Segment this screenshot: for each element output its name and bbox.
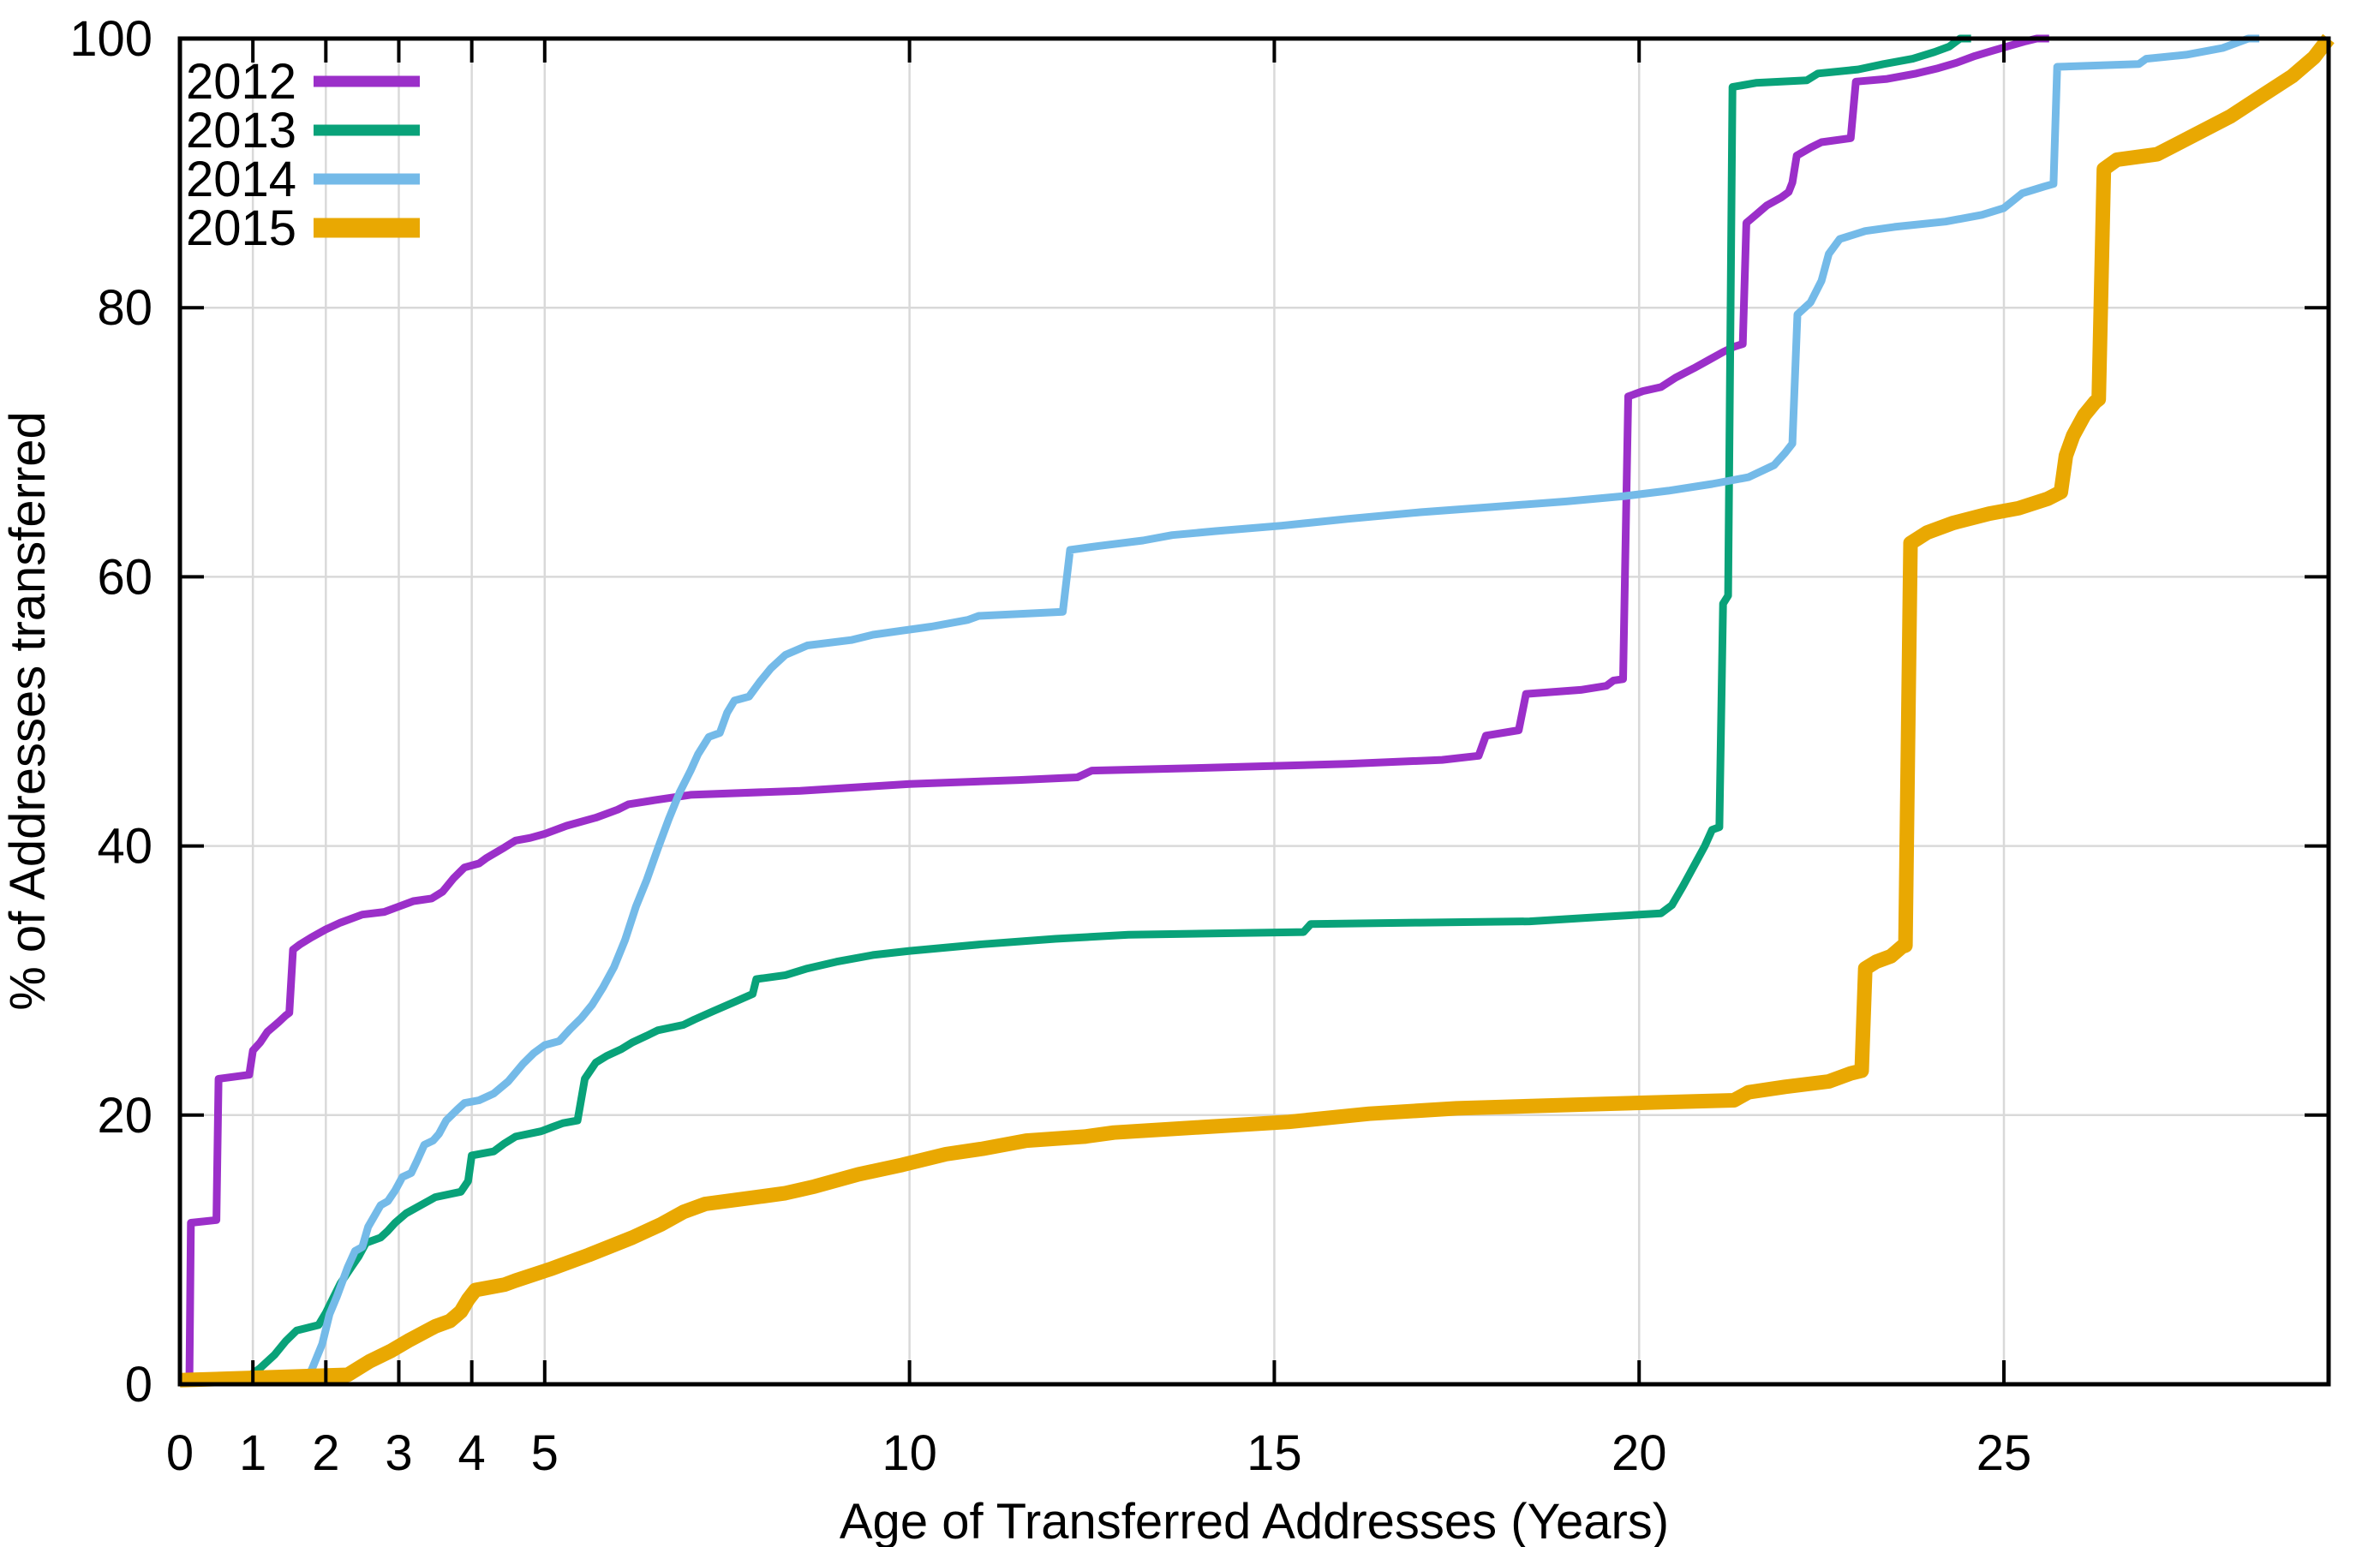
x-tick-label: 20	[1612, 1425, 1667, 1481]
y-tick-label: 100	[69, 11, 152, 67]
y-tick-label: 80	[97, 280, 152, 336]
x-tick-label: 15	[1247, 1425, 1302, 1481]
series-lines	[179, 33, 2335, 1388]
plot-border	[177, 36, 2331, 1387]
x-tick-label: 0	[166, 1425, 194, 1481]
gridlines	[180, 39, 2329, 1384]
x-tick-label: 10	[882, 1425, 937, 1481]
legend-item-2014: 2014	[186, 152, 420, 207]
legend-item-2013: 2013	[186, 103, 420, 158]
series-line-2014	[296, 34, 2260, 1383]
axes	[177, 36, 2331, 1387]
legend-label-2015: 2015	[186, 200, 296, 256]
x-tick-label: 1	[239, 1425, 266, 1481]
x-axis-title: Age of Transferred Addresses (Years)	[840, 1494, 1669, 1547]
y-tick-label: 0	[125, 1357, 152, 1413]
x-tick-label: 5	[531, 1425, 559, 1481]
series-line-2012	[180, 34, 2049, 1383]
y-tick-label: 60	[97, 549, 152, 605]
series-line-2013	[239, 34, 1971, 1385]
x-tick-label: 3	[385, 1425, 412, 1481]
legend-label-2014: 2014	[186, 152, 296, 207]
x-tick-label: 2	[312, 1425, 339, 1481]
legend-item-2015: 2015	[186, 200, 420, 256]
legend-label-2012: 2012	[186, 54, 296, 110]
legend-label-2013: 2013	[186, 103, 296, 158]
series-line-2015	[179, 33, 2335, 1388]
y-axis-title: % of Addresses transferred	[0, 411, 56, 1011]
x-tick-label: 4	[458, 1425, 486, 1481]
y-tick-label: 40	[97, 819, 152, 875]
legend-item-2012: 2012	[186, 54, 420, 110]
y-tick-label: 20	[97, 1088, 152, 1144]
x-tick-label: 25	[1976, 1425, 2032, 1481]
